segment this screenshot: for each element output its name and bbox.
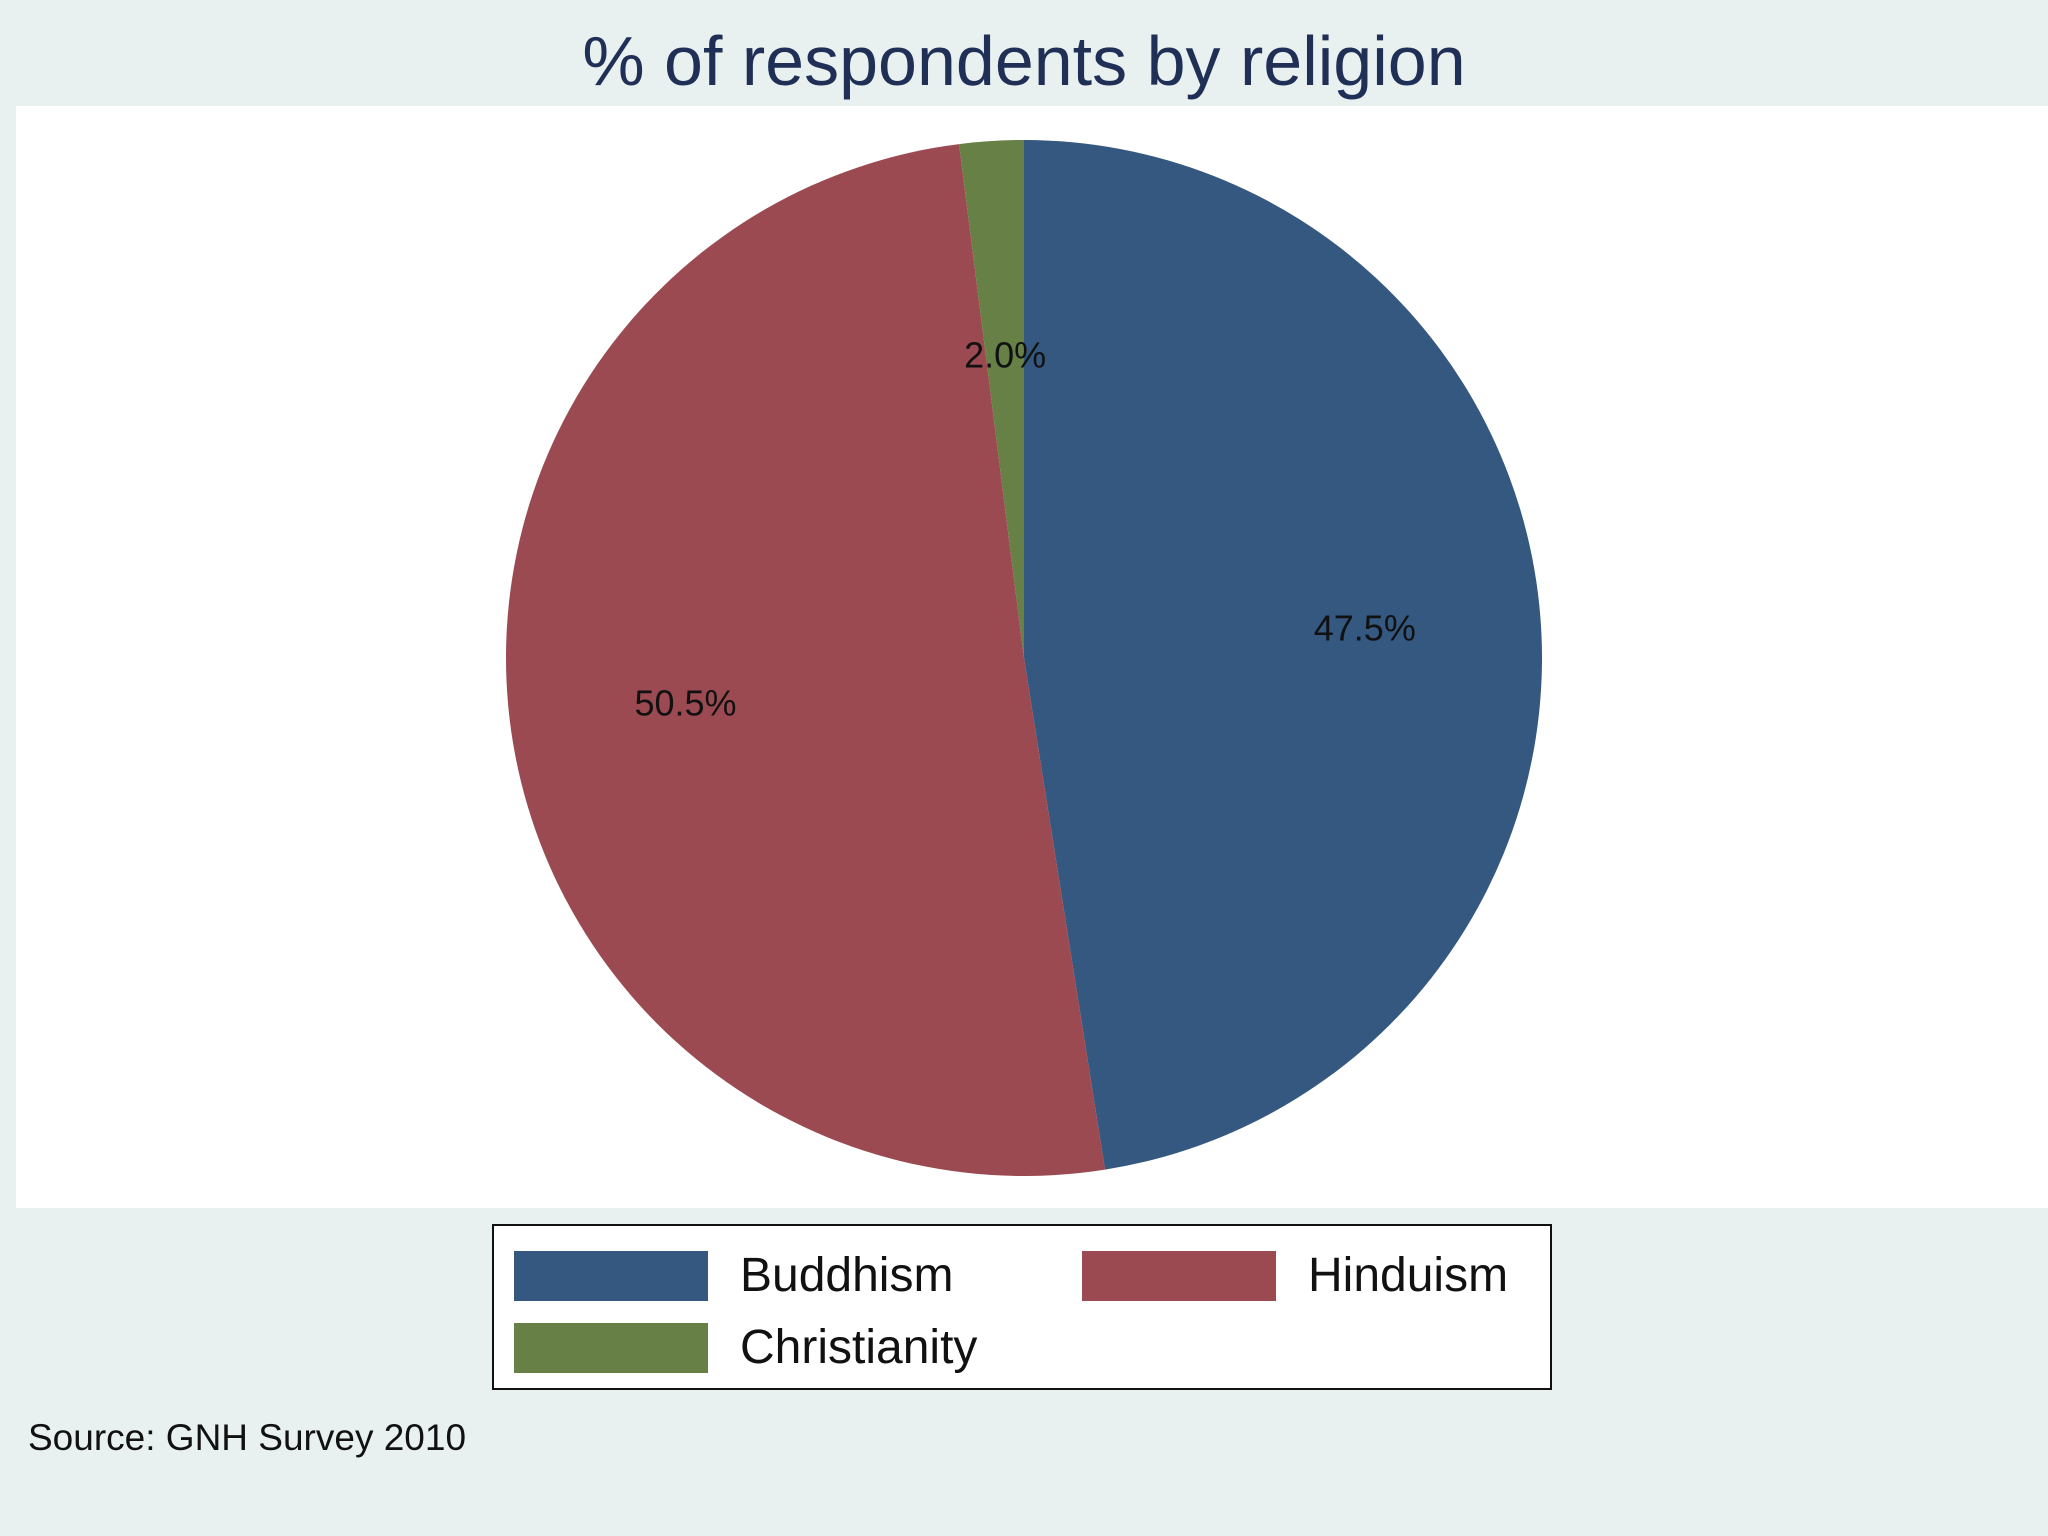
pie-slice-hinduism [506, 144, 1106, 1176]
legend-swatch-christianity [514, 1323, 708, 1373]
source-note: Source: GNH Survey 2010 [28, 1417, 467, 1458]
legend-label-hinduism: Hinduism [1308, 1249, 1509, 1302]
legend: Buddhism Hinduism Christianity [492, 1224, 1552, 1390]
legend-label-buddhism: Buddhism [740, 1249, 954, 1302]
data-label-hinduism: 50.5% [634, 683, 736, 724]
legend-swatch-buddhism [514, 1251, 708, 1301]
pie-slice-buddhism [1024, 140, 1542, 1170]
legend-item-christianity: Christianity [514, 1318, 977, 1378]
chart-title: % of respondents by religion [582, 22, 1466, 100]
pie-chart: 47.5% 50.5% 2.0% [506, 140, 1542, 1176]
legend-swatch-hinduism [1082, 1251, 1276, 1301]
data-label-christianity: 2.0% [964, 335, 1046, 376]
pie-slice-christianity [959, 140, 1024, 658]
data-label-buddhism: 47.5% [1314, 608, 1416, 649]
legend-item-buddhism: Buddhism [514, 1246, 953, 1306]
legend-item-hinduism: Hinduism [1082, 1246, 1508, 1306]
legend-label-christianity: Christianity [740, 1321, 978, 1374]
plot-area: 47.5% 50.5% 2.0% [16, 106, 2048, 1208]
